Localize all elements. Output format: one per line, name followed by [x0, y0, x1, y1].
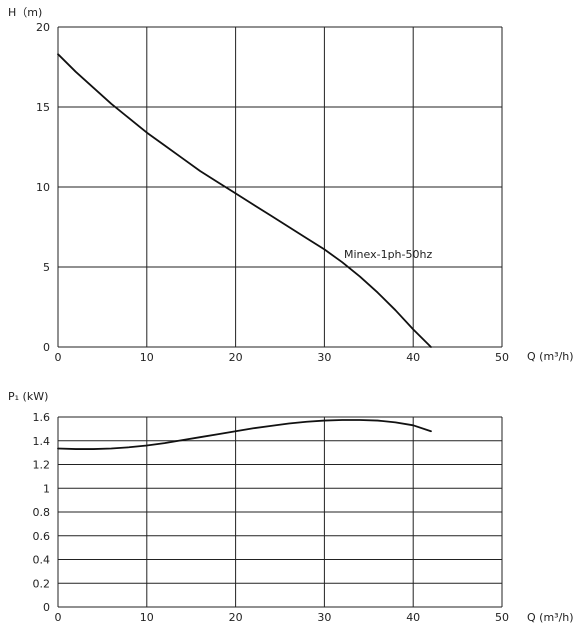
x-tick-label: 10 — [140, 611, 154, 624]
x-tick-label: 50 — [495, 351, 509, 364]
y-tick-label: 1.2 — [33, 459, 51, 472]
y-tick-label: 1.4 — [33, 435, 51, 448]
x-tick-label: 30 — [317, 611, 331, 624]
series-label: Minex-1ph-50hz — [344, 248, 432, 261]
x-axis-label: Q (m³/h) — [527, 350, 574, 363]
y-tick-label: 5 — [43, 261, 50, 274]
y-tick-label: 0.6 — [33, 530, 51, 543]
y-tick-label: 1.6 — [33, 411, 51, 424]
x-tick-label: 0 — [55, 351, 62, 364]
y-tick-label: 15 — [36, 101, 50, 114]
y-tick-label: 0.8 — [33, 506, 51, 519]
chart-1: 0 10 20 30 40 50 0 5 10 15 20 H（m) Q (m³/h) Minex-1ph… — [8, 6, 574, 364]
series-line — [57, 419, 432, 450]
x-axis-label: Q (m³/h) — [527, 611, 574, 624]
y-axis-label: P₁ (kW) — [8, 390, 48, 403]
x-tick-label: 0 — [55, 611, 62, 624]
y-tick-label: 0.2 — [33, 577, 51, 590]
chart-2: 0 10 20 30 40 50 0 0.2 0.4 0.6 0.8 1 1.2 1.4 1.6 P₁ (kW… — [8, 390, 574, 624]
x-tick-label: 40 — [406, 351, 420, 364]
y-tick-label: 0 — [43, 601, 50, 614]
x-tick-label: 30 — [317, 351, 331, 364]
y-tick-label: 1 — [43, 482, 50, 495]
y-tick-label: 0 — [43, 341, 50, 354]
y-axis-label: H（m) — [8, 6, 42, 19]
y-tick-label: 0.4 — [33, 554, 51, 567]
series-line — [57, 53, 432, 348]
x-tick-label: 10 — [140, 351, 154, 364]
x-tick-label: 50 — [495, 611, 509, 624]
x-tick-label: 20 — [229, 611, 243, 624]
x-tick-label: 20 — [229, 351, 243, 364]
y-tick-label: 10 — [36, 181, 50, 194]
x-tick-label: 40 — [406, 611, 420, 624]
y-tick-label: 20 — [36, 21, 50, 34]
